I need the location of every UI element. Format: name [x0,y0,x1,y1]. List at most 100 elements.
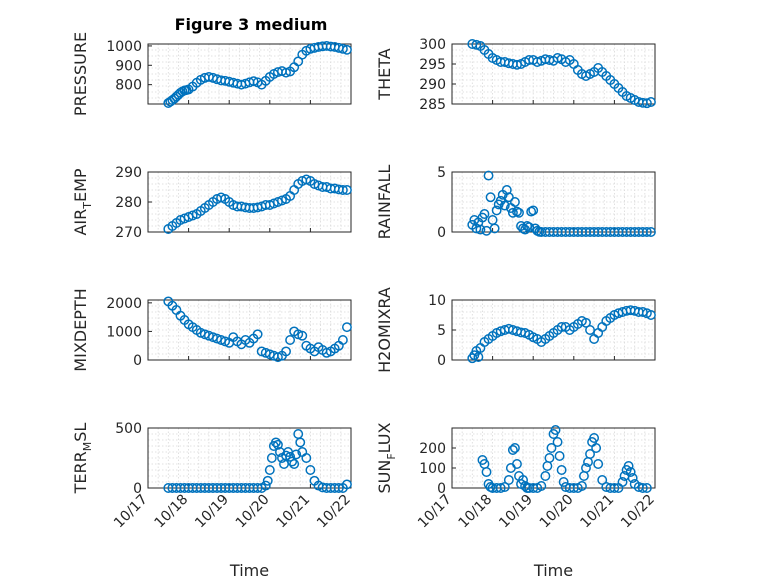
subplot-2: 285 290 295 300 THETA [375,37,656,113]
subplot-6: 0 5 10 H2OMIXRA [375,287,656,373]
x-tick-label: 10/21 [273,492,313,532]
data-point [581,463,591,473]
data-point [499,200,510,211]
y-axis-label: THETA [375,48,394,100]
ylabel-subscript: T [81,202,94,210]
ylabel-part: SL [71,423,90,442]
data-series [163,429,352,493]
data-point [558,477,569,487]
data-point [641,98,652,109]
y-axis-label: H2OMIXRA [375,287,394,373]
data-point [589,433,600,443]
y-tick-label: 2000 [106,296,142,312]
data-point [641,483,652,493]
data-point [285,451,296,462]
data-point [337,335,348,345]
data-point [512,459,522,469]
y-axis-label: SUNFLUX [375,422,398,493]
data-point [512,206,522,217]
x-tick-label: 10/22 [618,492,658,532]
y-tick-label: 0 [133,353,142,369]
subplot-3: 270 280 290 AIRTEMP [71,165,352,241]
x-tick-label: 10/22 [314,492,354,532]
data-point [473,352,484,362]
data-point [333,483,344,493]
subplot-8: 0 100 200 SUNFLUX 10/17 10/18 10/19 10/20 10/21 1… [375,422,658,580]
x-tick-label: 10/18 [152,492,192,532]
data-point [337,43,348,54]
data-point [645,97,656,107]
x-tick-label: 10/20 [233,492,273,532]
data-point [501,185,512,195]
data-point [285,335,296,345]
y-tick-label: 10 [428,293,446,309]
data-series [163,40,352,108]
data-series [467,39,656,109]
data-point [475,224,486,235]
data-series [163,296,352,363]
data-point [287,456,298,467]
data-point [471,39,482,50]
y-tick-label: 0 [437,353,446,369]
y-tick-label: 280 [115,195,142,211]
y-tick-label: 300 [419,37,446,53]
data-point [270,437,281,448]
axes-frame [451,427,656,489]
data-point [637,483,648,493]
data-point [524,222,535,233]
x-tick-label: 10/17 [111,492,151,532]
data-point [479,209,490,219]
y-axis-label: AIRTEMP [71,168,94,235]
data-point [291,449,302,460]
y-tick-label: 5 [437,165,446,181]
data-point [617,477,628,487]
y-tick-label: 295 [419,57,446,73]
data-point [248,76,259,87]
data-point [581,317,591,328]
data-series [467,305,656,364]
data-point [301,453,312,463]
ylabel-part: EMP [71,168,90,202]
data-point [266,453,277,463]
data-point [645,227,656,237]
data-point [554,451,565,461]
data-point [341,479,352,490]
y-tick-label: 5 [437,323,446,339]
data-point [503,475,514,485]
data-point [481,467,492,477]
data-point [536,481,547,491]
data-point [507,445,518,455]
data-point [514,207,524,218]
x-tick-label: 10/19 [496,492,536,532]
x-tick-label: 10/18 [456,492,496,532]
data-point [503,192,514,203]
data-point [591,443,602,453]
figure-title: Figure 3 medium [175,15,328,34]
data-point [645,310,656,320]
data-point [491,205,502,216]
data-point [609,483,620,493]
data-series [467,170,656,237]
ylabel-part: SUN [375,460,394,494]
data-series [477,425,652,493]
data-point [483,170,494,181]
ylabel-part: AIR [71,209,90,236]
y-axis-label: TERRMSL [71,423,94,495]
ylabel-subscript: F [385,453,398,459]
data-point [264,465,275,475]
ylabel-part: LUX [375,422,394,453]
data-point [295,437,306,448]
x-axis-label: Time [533,561,573,580]
data-point [252,329,263,340]
x-tick-label: 10/21 [577,492,617,532]
y-tick-label: 0 [437,225,446,241]
data-point [526,206,537,217]
data-point [627,473,638,483]
y-axis-label: MIXDEPTH [71,288,90,371]
data-point [337,185,348,195]
data-point [518,475,528,485]
data-point [556,465,567,475]
x-tick-label: 10/17 [415,492,455,532]
subplot-1: 800 900 1000 PRESSURE [71,32,352,116]
